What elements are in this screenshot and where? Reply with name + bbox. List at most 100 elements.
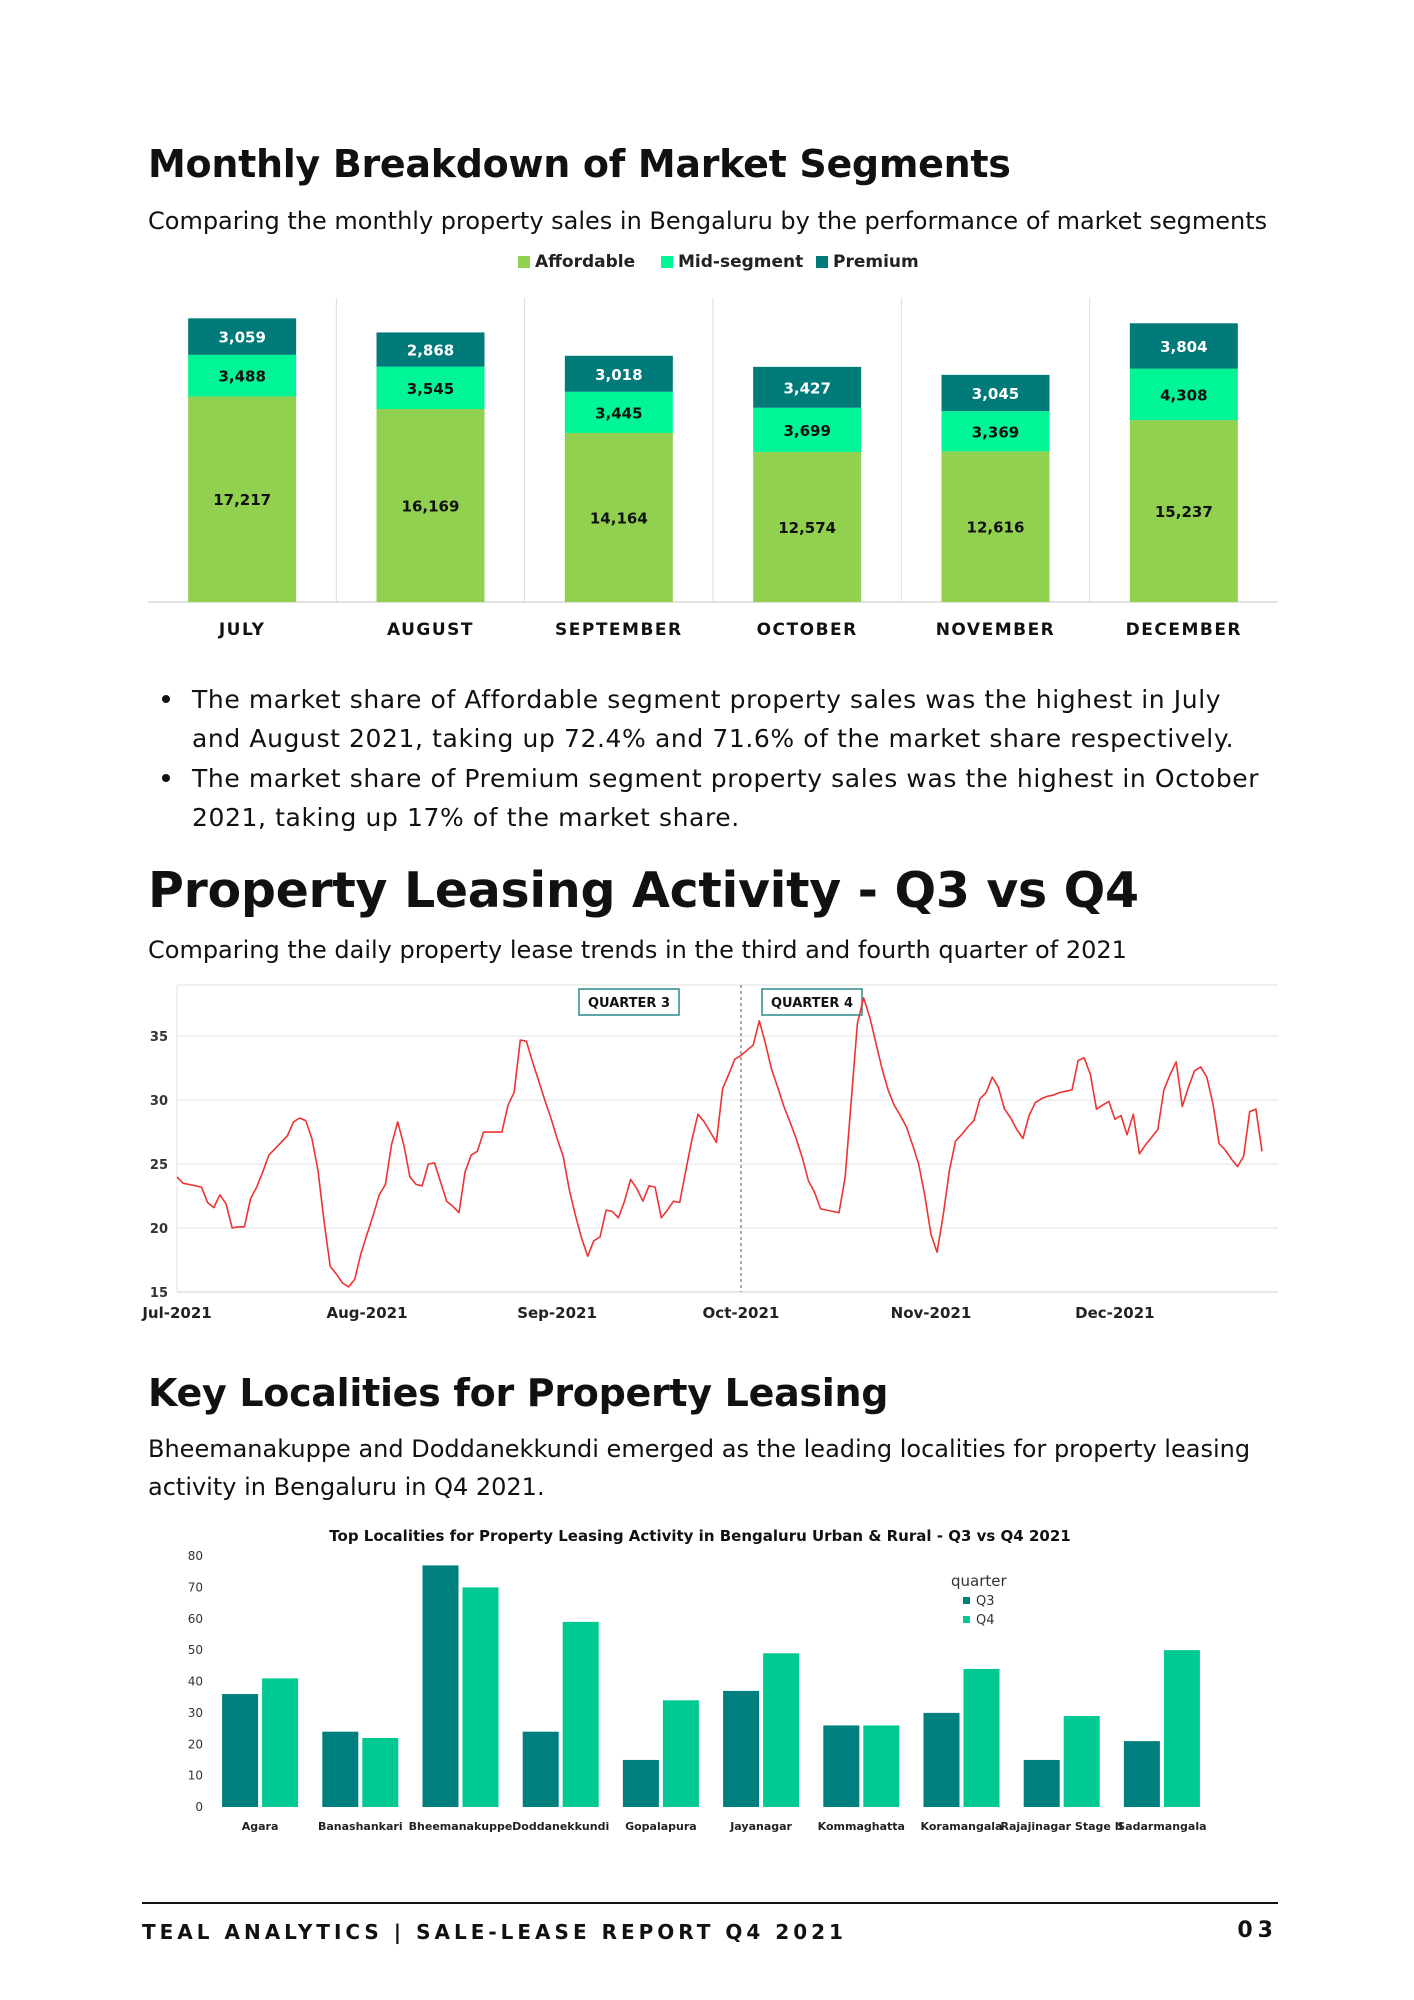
footer-page-number: 03 bbox=[1237, 1918, 1278, 1943]
data-label: 3,018 bbox=[595, 366, 642, 384]
data-label: 15,237 bbox=[1155, 503, 1213, 521]
x-tick-label: Nov-2021 bbox=[891, 1304, 972, 1322]
data-label: 3,699 bbox=[783, 422, 830, 440]
section-title-key-localities: Key Localities for Property Leasing bbox=[148, 1371, 889, 1415]
data-label: 3,545 bbox=[407, 380, 454, 398]
y-tick-label: 25 bbox=[150, 1158, 168, 1173]
footer-report-name: TEAL ANALYTICS | SALE-LEASE REPORT Q4 20… bbox=[142, 1920, 847, 1944]
legend-swatch-affordable bbox=[518, 256, 530, 268]
bar-q4 bbox=[362, 1737, 399, 1807]
bar-q3 bbox=[322, 1731, 359, 1807]
bar-q4 bbox=[863, 1725, 900, 1807]
bar-segment-affordable bbox=[1129, 420, 1238, 602]
x-tick-label: Oct-2021 bbox=[703, 1304, 780, 1322]
category-label: Gopalapura bbox=[625, 1820, 697, 1833]
insights-list: The market share of Affordable segment p… bbox=[148, 680, 1278, 838]
bar-segment-affordable bbox=[941, 451, 1050, 602]
bar-q3 bbox=[1023, 1759, 1060, 1807]
chart-title: Top Localities for Property Leasing Acti… bbox=[329, 1527, 1070, 1545]
legend-swatch-q3 bbox=[963, 1597, 970, 1604]
bar-q3 bbox=[823, 1725, 860, 1807]
bar-segment-mid-segment bbox=[188, 354, 297, 397]
y-tick-label: 35 bbox=[150, 1030, 168, 1045]
legend-label-q4: Q4 bbox=[976, 1613, 995, 1628]
bar-q3 bbox=[723, 1690, 760, 1807]
bar-q4 bbox=[462, 1587, 499, 1807]
bar-q3 bbox=[622, 1759, 659, 1807]
data-label: 3,045 bbox=[972, 385, 1019, 403]
x-tick-label: Jul-2021 bbox=[141, 1304, 211, 1322]
quarter-3-annotation: QUARTER 3 bbox=[588, 996, 670, 1011]
data-label: 12,574 bbox=[778, 519, 836, 537]
category-label: DECEMBER bbox=[1126, 620, 1242, 640]
x-tick-label: Sep-2021 bbox=[517, 1304, 597, 1322]
category-label: Doddanekkundi bbox=[512, 1820, 609, 1833]
bar-segment-affordable bbox=[188, 396, 297, 602]
y-tick-label: 70 bbox=[188, 1580, 203, 1594]
bar-q4 bbox=[1063, 1716, 1100, 1807]
bar-q3 bbox=[422, 1565, 459, 1807]
data-label: 14,164 bbox=[590, 509, 648, 527]
y-tick-label: 30 bbox=[188, 1706, 203, 1720]
y-tick-label: 20 bbox=[188, 1737, 203, 1751]
bar-segment-affordable bbox=[376, 408, 485, 602]
y-tick-label: 15 bbox=[150, 1286, 168, 1301]
category-label: Kommaghatta bbox=[818, 1820, 905, 1833]
data-label: 2,868 bbox=[407, 342, 454, 360]
footer-divider bbox=[142, 1902, 1278, 1904]
bar-q4 bbox=[262, 1678, 299, 1807]
data-label: 16,169 bbox=[402, 497, 460, 515]
data-label: 3,804 bbox=[1160, 338, 1207, 356]
quarter-3-annotation-box bbox=[578, 988, 680, 1016]
insight-bullet-premium: The market share of Premium segment prop… bbox=[148, 759, 1278, 837]
data-label: 3,059 bbox=[218, 329, 265, 347]
bar-segment-premium bbox=[753, 366, 862, 408]
bar-segment-affordable bbox=[753, 451, 862, 602]
category-label: Agara bbox=[242, 1820, 279, 1833]
bar-q4 bbox=[662, 1700, 699, 1807]
legend-swatch-premium bbox=[816, 256, 828, 268]
bar-q3 bbox=[923, 1712, 960, 1807]
legend-label-affordable: Affordable bbox=[535, 252, 635, 272]
category-label: Sadarmangala bbox=[1117, 1820, 1206, 1833]
bar-q4 bbox=[562, 1621, 599, 1807]
category-label: NOVEMBER bbox=[936, 620, 1056, 640]
category-label: JULY bbox=[218, 620, 266, 640]
y-tick-label: 40 bbox=[188, 1675, 203, 1689]
quarter-4-annotation-box bbox=[761, 988, 863, 1016]
stacked-bar-chart-market-segments: Affordable Mid-segment Premium 17,217 3,488 3… bbox=[148, 252, 1278, 640]
section-subtitle-leasing-activity: Comparing the daily property lease trend… bbox=[148, 936, 1127, 964]
category-label: Jayanagar bbox=[729, 1820, 792, 1833]
bar-segment-mid-segment bbox=[941, 411, 1050, 452]
bar-segment-mid-segment bbox=[376, 366, 485, 409]
line-chart-daily-leases: 15 20 25 30 35 Jul-2021 Aug-2021 Sep-2021 Oct-20… bbox=[141, 984, 1278, 1322]
lease-trend-line bbox=[176, 996, 1263, 1288]
bar-segment-affordable bbox=[564, 432, 673, 602]
bar-q3 bbox=[1123, 1741, 1160, 1807]
section-title-market-segments: Monthly Breakdown of Market Segments bbox=[148, 142, 1011, 186]
y-tick-label: 0 bbox=[195, 1800, 203, 1814]
y-tick-label: 60 bbox=[188, 1612, 203, 1626]
legend-label-mid-segment: Mid-segment bbox=[678, 252, 803, 272]
category-label: OCTOBER bbox=[757, 620, 858, 640]
data-label: 3,369 bbox=[972, 423, 1019, 441]
bar-q3 bbox=[222, 1694, 259, 1807]
y-tick-label: 80 bbox=[188, 1549, 203, 1563]
bar-q4 bbox=[763, 1653, 800, 1807]
insight-bullet-affordable: The market share of Affordable segment p… bbox=[148, 680, 1278, 758]
x-tick-label: Aug-2021 bbox=[327, 1304, 408, 1322]
bar-segment-premium bbox=[188, 318, 297, 355]
bar-segment-mid-segment bbox=[753, 407, 862, 452]
bar-q4 bbox=[1163, 1650, 1200, 1807]
y-tick-label: 10 bbox=[188, 1769, 203, 1783]
legend-swatch-q4 bbox=[963, 1616, 970, 1623]
data-label: 12,616 bbox=[967, 519, 1025, 537]
category-label: Bheemanakuppe bbox=[409, 1820, 513, 1833]
legend-title: quarter bbox=[951, 1572, 1007, 1590]
y-tick-label: 30 bbox=[150, 1094, 168, 1109]
category-label: SEPTEMBER bbox=[555, 620, 683, 640]
data-label: 17,217 bbox=[213, 491, 271, 509]
bar-segment-mid-segment bbox=[1129, 368, 1238, 421]
data-label: 3,427 bbox=[783, 379, 830, 397]
quarter-4-annotation: QUARTER 4 bbox=[771, 996, 853, 1011]
